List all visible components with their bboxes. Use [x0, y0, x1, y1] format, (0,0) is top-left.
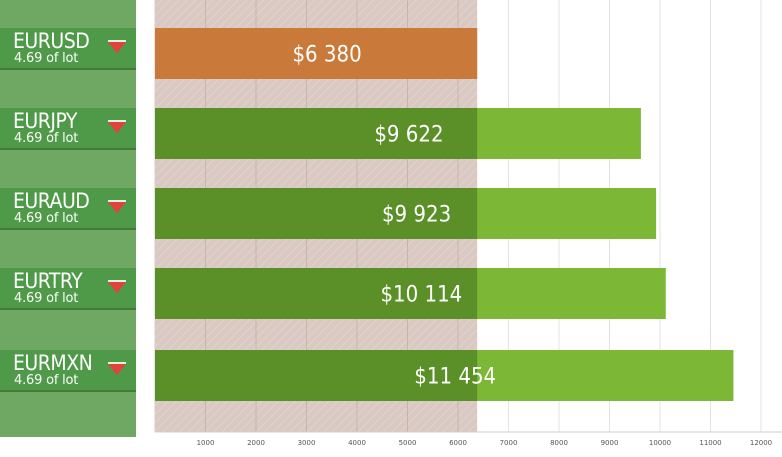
- bar-value-label-EURUSD: $6 380: [292, 43, 361, 68]
- pair-row-EURMXN: EURMXN 4.69 of lot: [0, 350, 136, 392]
- pair-name: EURTRY: [13, 269, 83, 293]
- down-triangle-icon: [108, 40, 126, 53]
- pair-lot-label: 4.69 of lot: [14, 211, 79, 226]
- down-triangle-icon: [108, 280, 126, 293]
- down-triangle-icon: [108, 200, 126, 213]
- pair-row-EURJPY: EURJPY 4.69 of lot: [0, 108, 136, 150]
- x-tick-label-2000: 2000: [247, 439, 265, 447]
- bar-value-label-EURTRY: $10 114: [380, 283, 462, 308]
- pair-name: EURUSD: [13, 29, 90, 53]
- pair-lot-label: 4.69 of lot: [14, 373, 79, 388]
- x-tick-label-11000: 11000: [699, 439, 721, 447]
- x-tick-label-1000: 1000: [197, 439, 215, 447]
- pair-name: EURJPY: [13, 109, 77, 133]
- bar-value-label-EURAUD: $9 923: [382, 203, 451, 228]
- bar-overlap-EURJPY: [155, 108, 478, 159]
- pair-row-EURAUD: EURAUD 4.69 of lot: [0, 188, 136, 230]
- pair-name: EURMXN: [13, 351, 93, 375]
- x-tick-label-9000: 9000: [601, 439, 619, 447]
- x-tick-label-5000: 5000: [399, 439, 417, 447]
- pair-row-EURUSD: EURUSD 4.69 of lot: [0, 28, 136, 70]
- pair-lot-label: 4.69 of lot: [14, 291, 79, 306]
- bar-EURUSD: [155, 28, 478, 79]
- bar-overlap-EURMXN: [155, 350, 478, 401]
- x-tick-label-7000: 7000: [500, 439, 518, 447]
- x-tick-label-8000: 8000: [550, 439, 568, 447]
- x-tick-label-12000: 12000: [750, 439, 772, 447]
- bar-overlap-EURAUD: [155, 188, 478, 239]
- x-tick-label-10000: 10000: [649, 439, 671, 447]
- down-triangle-icon: [108, 120, 126, 133]
- down-triangle-icon: [108, 362, 126, 375]
- pair-name: EURAUD: [13, 189, 90, 213]
- pair-row-EURTRY: EURTRY 4.69 of lot: [0, 268, 136, 310]
- pair-lot-label: 4.69 of lot: [14, 51, 79, 66]
- x-tick-label-6000: 6000: [449, 439, 467, 447]
- x-tick-label-4000: 4000: [348, 439, 366, 447]
- pair-lot-label: 4.69 of lot: [14, 131, 79, 146]
- bar-value-label-EURMXN: $11 454: [414, 365, 496, 390]
- x-tick-label-3000: 3000: [298, 439, 316, 447]
- bar-value-label-EURJPY: $9 622: [374, 123, 443, 148]
- currency-pair-panel: EURUSD 4.69 of lot EURJPY 4.69 of lot EURAUD…: [0, 0, 136, 437]
- bar-overlap-EURTRY: [155, 268, 478, 319]
